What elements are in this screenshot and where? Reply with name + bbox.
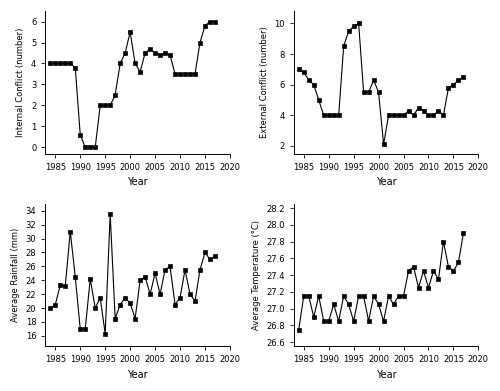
X-axis label: Year: Year: [128, 370, 148, 380]
X-axis label: Year: Year: [128, 177, 148, 187]
X-axis label: Year: Year: [376, 177, 396, 187]
X-axis label: Year: Year: [376, 370, 396, 380]
Y-axis label: External Conflict (number): External Conflict (number): [260, 27, 268, 138]
Y-axis label: Average Rainfall (mm): Average Rainfall (mm): [11, 228, 20, 322]
Y-axis label: Average Temperature (°C): Average Temperature (°C): [252, 220, 260, 330]
Y-axis label: Internal Conflict (number): Internal Conflict (number): [16, 28, 26, 137]
